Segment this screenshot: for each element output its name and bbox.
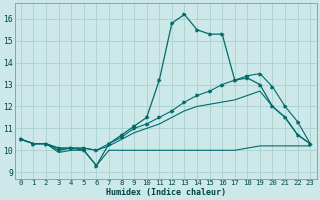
- X-axis label: Humidex (Indice chaleur): Humidex (Indice chaleur): [106, 188, 226, 197]
